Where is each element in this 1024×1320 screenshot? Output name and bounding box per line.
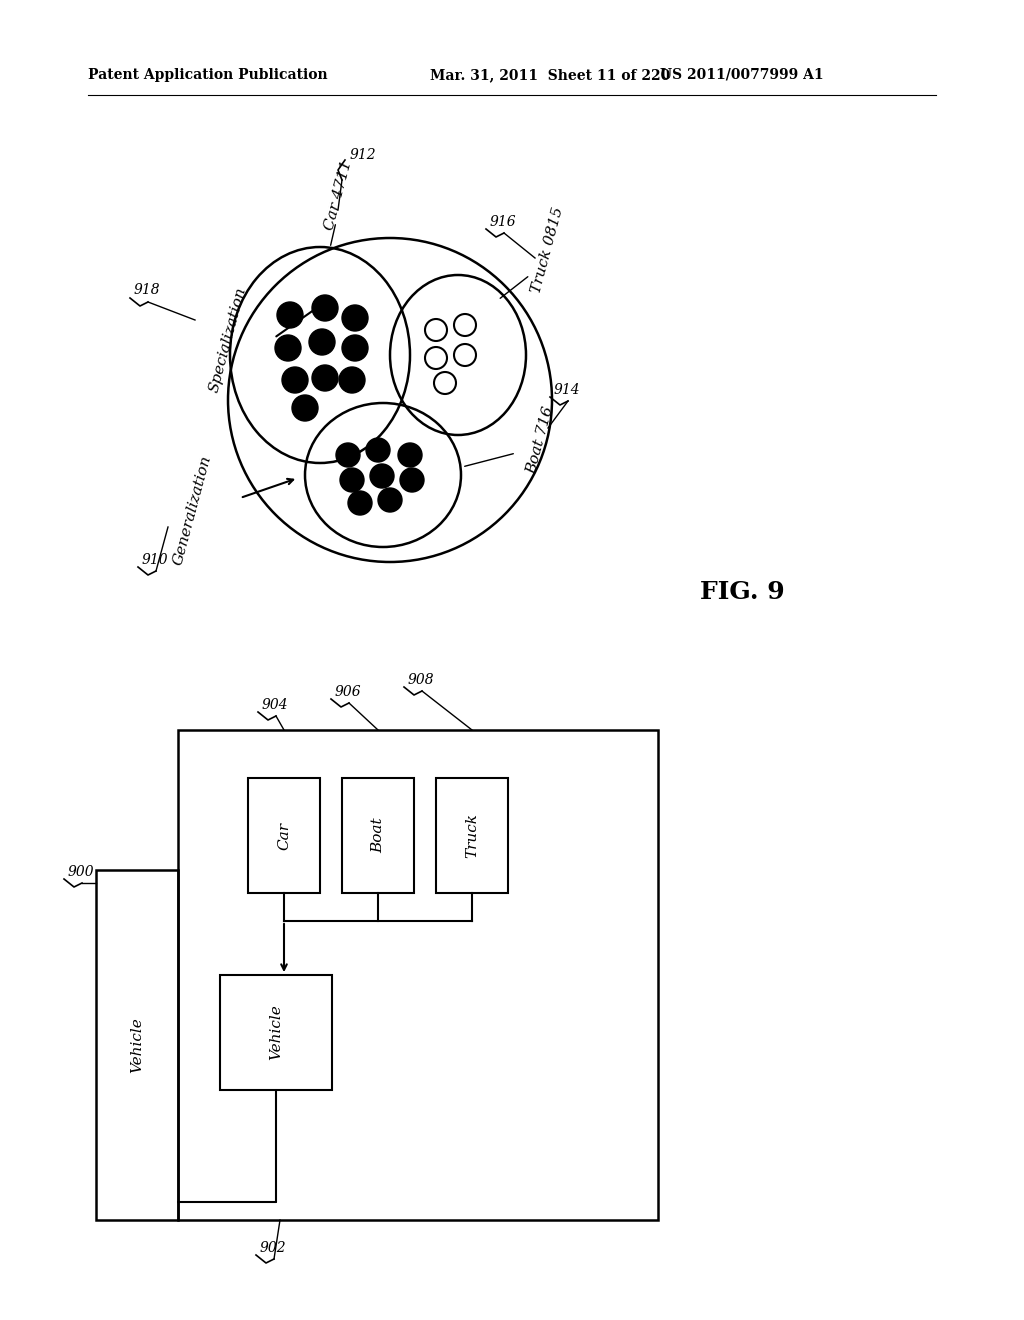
Circle shape xyxy=(370,465,394,488)
Text: Vehicle: Vehicle xyxy=(130,1018,144,1073)
Text: 910: 910 xyxy=(142,553,169,568)
Text: Boat: Boat xyxy=(371,817,385,853)
Circle shape xyxy=(348,491,372,515)
Circle shape xyxy=(312,294,338,321)
Bar xyxy=(220,975,332,1090)
Circle shape xyxy=(378,488,402,512)
Text: Car: Car xyxy=(278,821,291,850)
Text: 912: 912 xyxy=(350,148,377,162)
Bar xyxy=(342,777,414,894)
Bar xyxy=(248,777,319,894)
Text: Truck 0815: Truck 0815 xyxy=(529,206,566,294)
Circle shape xyxy=(292,395,318,421)
Text: Patent Application Publication: Patent Application Publication xyxy=(88,69,328,82)
Text: 916: 916 xyxy=(490,215,517,228)
Text: Boat 716: Boat 716 xyxy=(524,404,556,475)
Text: Generalization: Generalization xyxy=(171,454,213,566)
Text: 906: 906 xyxy=(335,685,361,700)
Circle shape xyxy=(342,335,368,360)
Bar xyxy=(436,777,508,894)
Circle shape xyxy=(340,469,364,492)
Circle shape xyxy=(366,438,390,462)
Text: Car 4711: Car 4711 xyxy=(322,158,354,231)
Text: US 2011/0077999 A1: US 2011/0077999 A1 xyxy=(660,69,823,82)
Circle shape xyxy=(400,469,424,492)
Text: 900: 900 xyxy=(68,865,94,879)
Circle shape xyxy=(336,444,360,467)
Text: FIG. 9: FIG. 9 xyxy=(700,579,784,605)
Circle shape xyxy=(339,367,365,393)
Circle shape xyxy=(275,335,301,360)
Circle shape xyxy=(398,444,422,467)
Text: 914: 914 xyxy=(554,383,581,397)
Text: 904: 904 xyxy=(262,698,289,711)
Text: 908: 908 xyxy=(408,673,434,686)
Bar xyxy=(178,730,658,1220)
Text: Specialization: Specialization xyxy=(207,285,249,395)
Circle shape xyxy=(309,329,335,355)
Bar xyxy=(96,870,178,1220)
Circle shape xyxy=(312,366,338,391)
Text: Mar. 31, 2011  Sheet 11 of 220: Mar. 31, 2011 Sheet 11 of 220 xyxy=(430,69,671,82)
Text: 918: 918 xyxy=(134,282,161,297)
Text: Truck: Truck xyxy=(465,813,479,858)
Circle shape xyxy=(278,302,303,327)
Text: 902: 902 xyxy=(260,1241,287,1255)
Circle shape xyxy=(342,305,368,331)
Circle shape xyxy=(282,367,308,393)
Text: Vehicle: Vehicle xyxy=(269,1005,283,1060)
